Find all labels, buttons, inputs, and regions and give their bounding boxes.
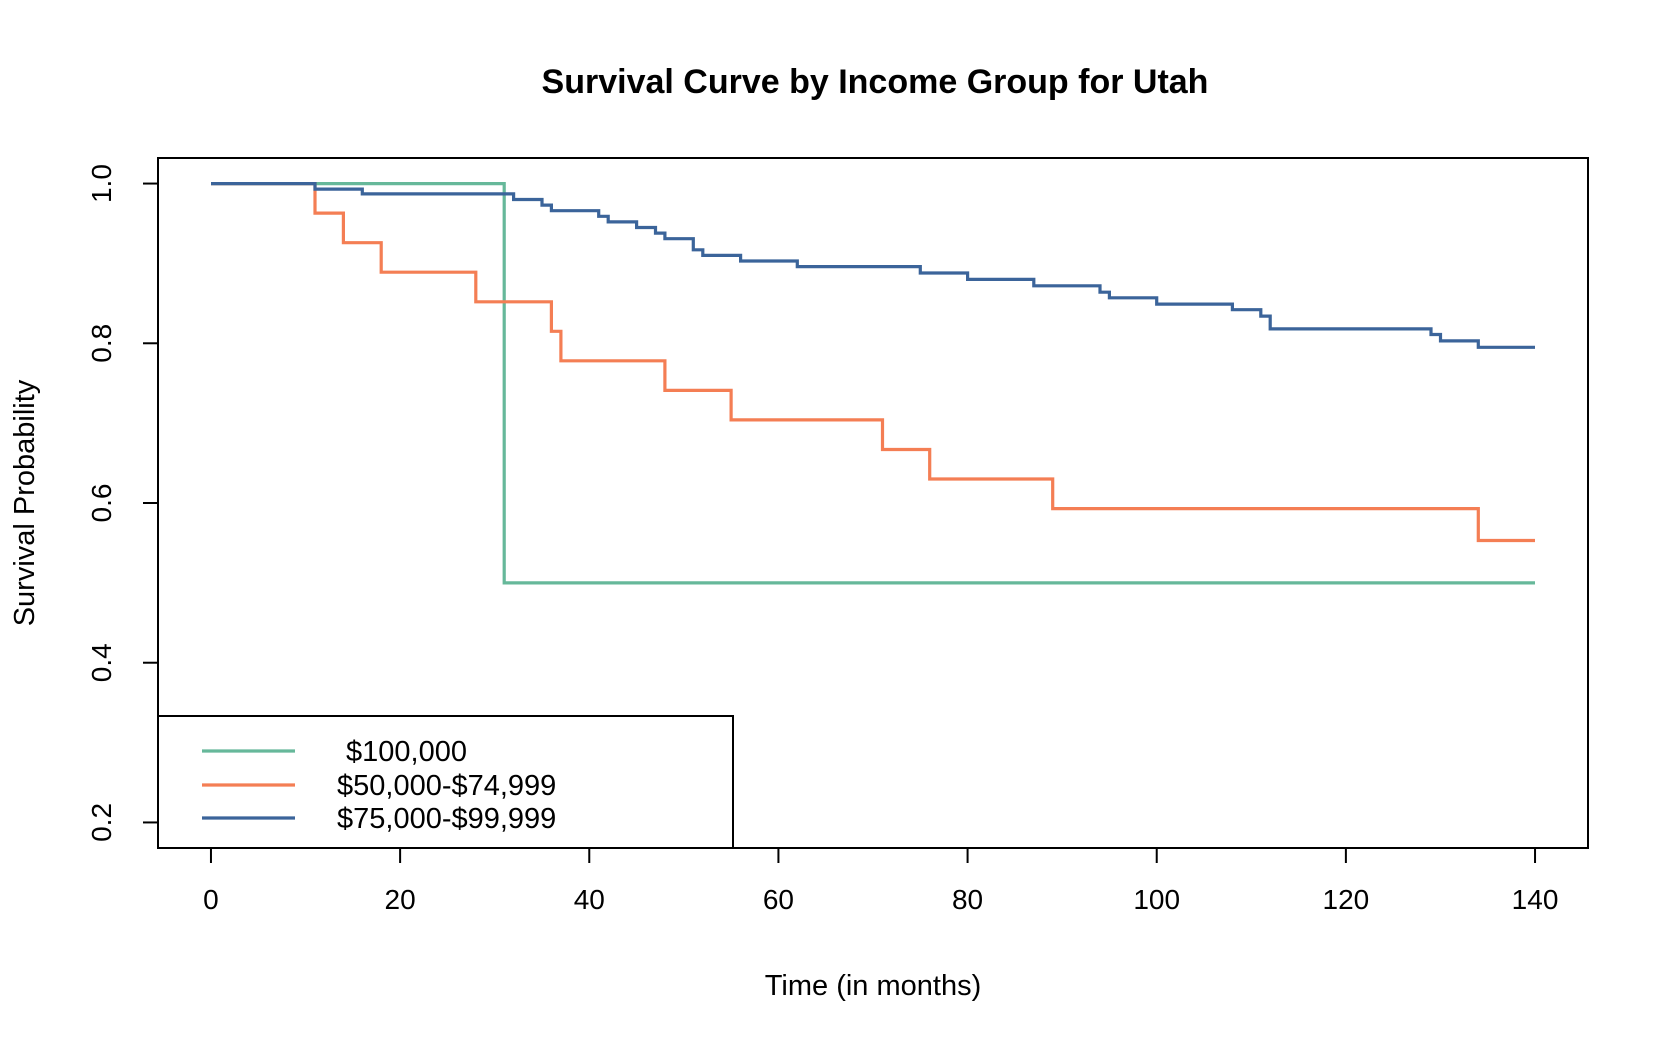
legend-label-2: $75,000-$99,999 (337, 803, 556, 835)
x-tick-label: 60 (763, 884, 794, 915)
series-line-0 (211, 182, 1535, 585)
x-tick-label: 140 (1512, 884, 1559, 915)
series-line-2 (211, 182, 1535, 349)
chart-title: Survival Curve by Income Group for Utah (542, 63, 1209, 101)
legend-box (157, 715, 734, 849)
y-tick-label: 0.6 (86, 484, 117, 523)
y-tick-label: 0.2 (86, 803, 117, 842)
x-axis: 0 20 40 60 80 100 120 140 (203, 847, 1559, 915)
series-line-1 (211, 182, 1535, 543)
series-layer (211, 182, 1535, 585)
x-tick-label: 120 (1323, 884, 1370, 915)
y-axis-label: Survival Probability (9, 379, 41, 626)
x-axis-label: Time (in months) (765, 970, 981, 1002)
x-tick-label: 40 (574, 884, 605, 915)
x-tick-label: 100 (1133, 884, 1180, 915)
legend: $100,000$50,000-$74,999$75,000-$99,999 (157, 715, 734, 849)
y-tick-label: 1.0 (86, 164, 117, 203)
legend-label-1: $50,000-$74,999 (337, 770, 556, 802)
x-tick-label: 80 (952, 884, 983, 915)
x-tick-label: 0 (203, 884, 219, 915)
y-tick-label: 0.8 (86, 324, 117, 363)
x-tick-label: 20 (385, 884, 416, 915)
y-tick-label: 0.4 (86, 643, 117, 682)
y-axis: 0.2 0.4 0.6 0.8 1.0 (86, 164, 159, 842)
legend-label-0: $100,000 (346, 736, 467, 768)
